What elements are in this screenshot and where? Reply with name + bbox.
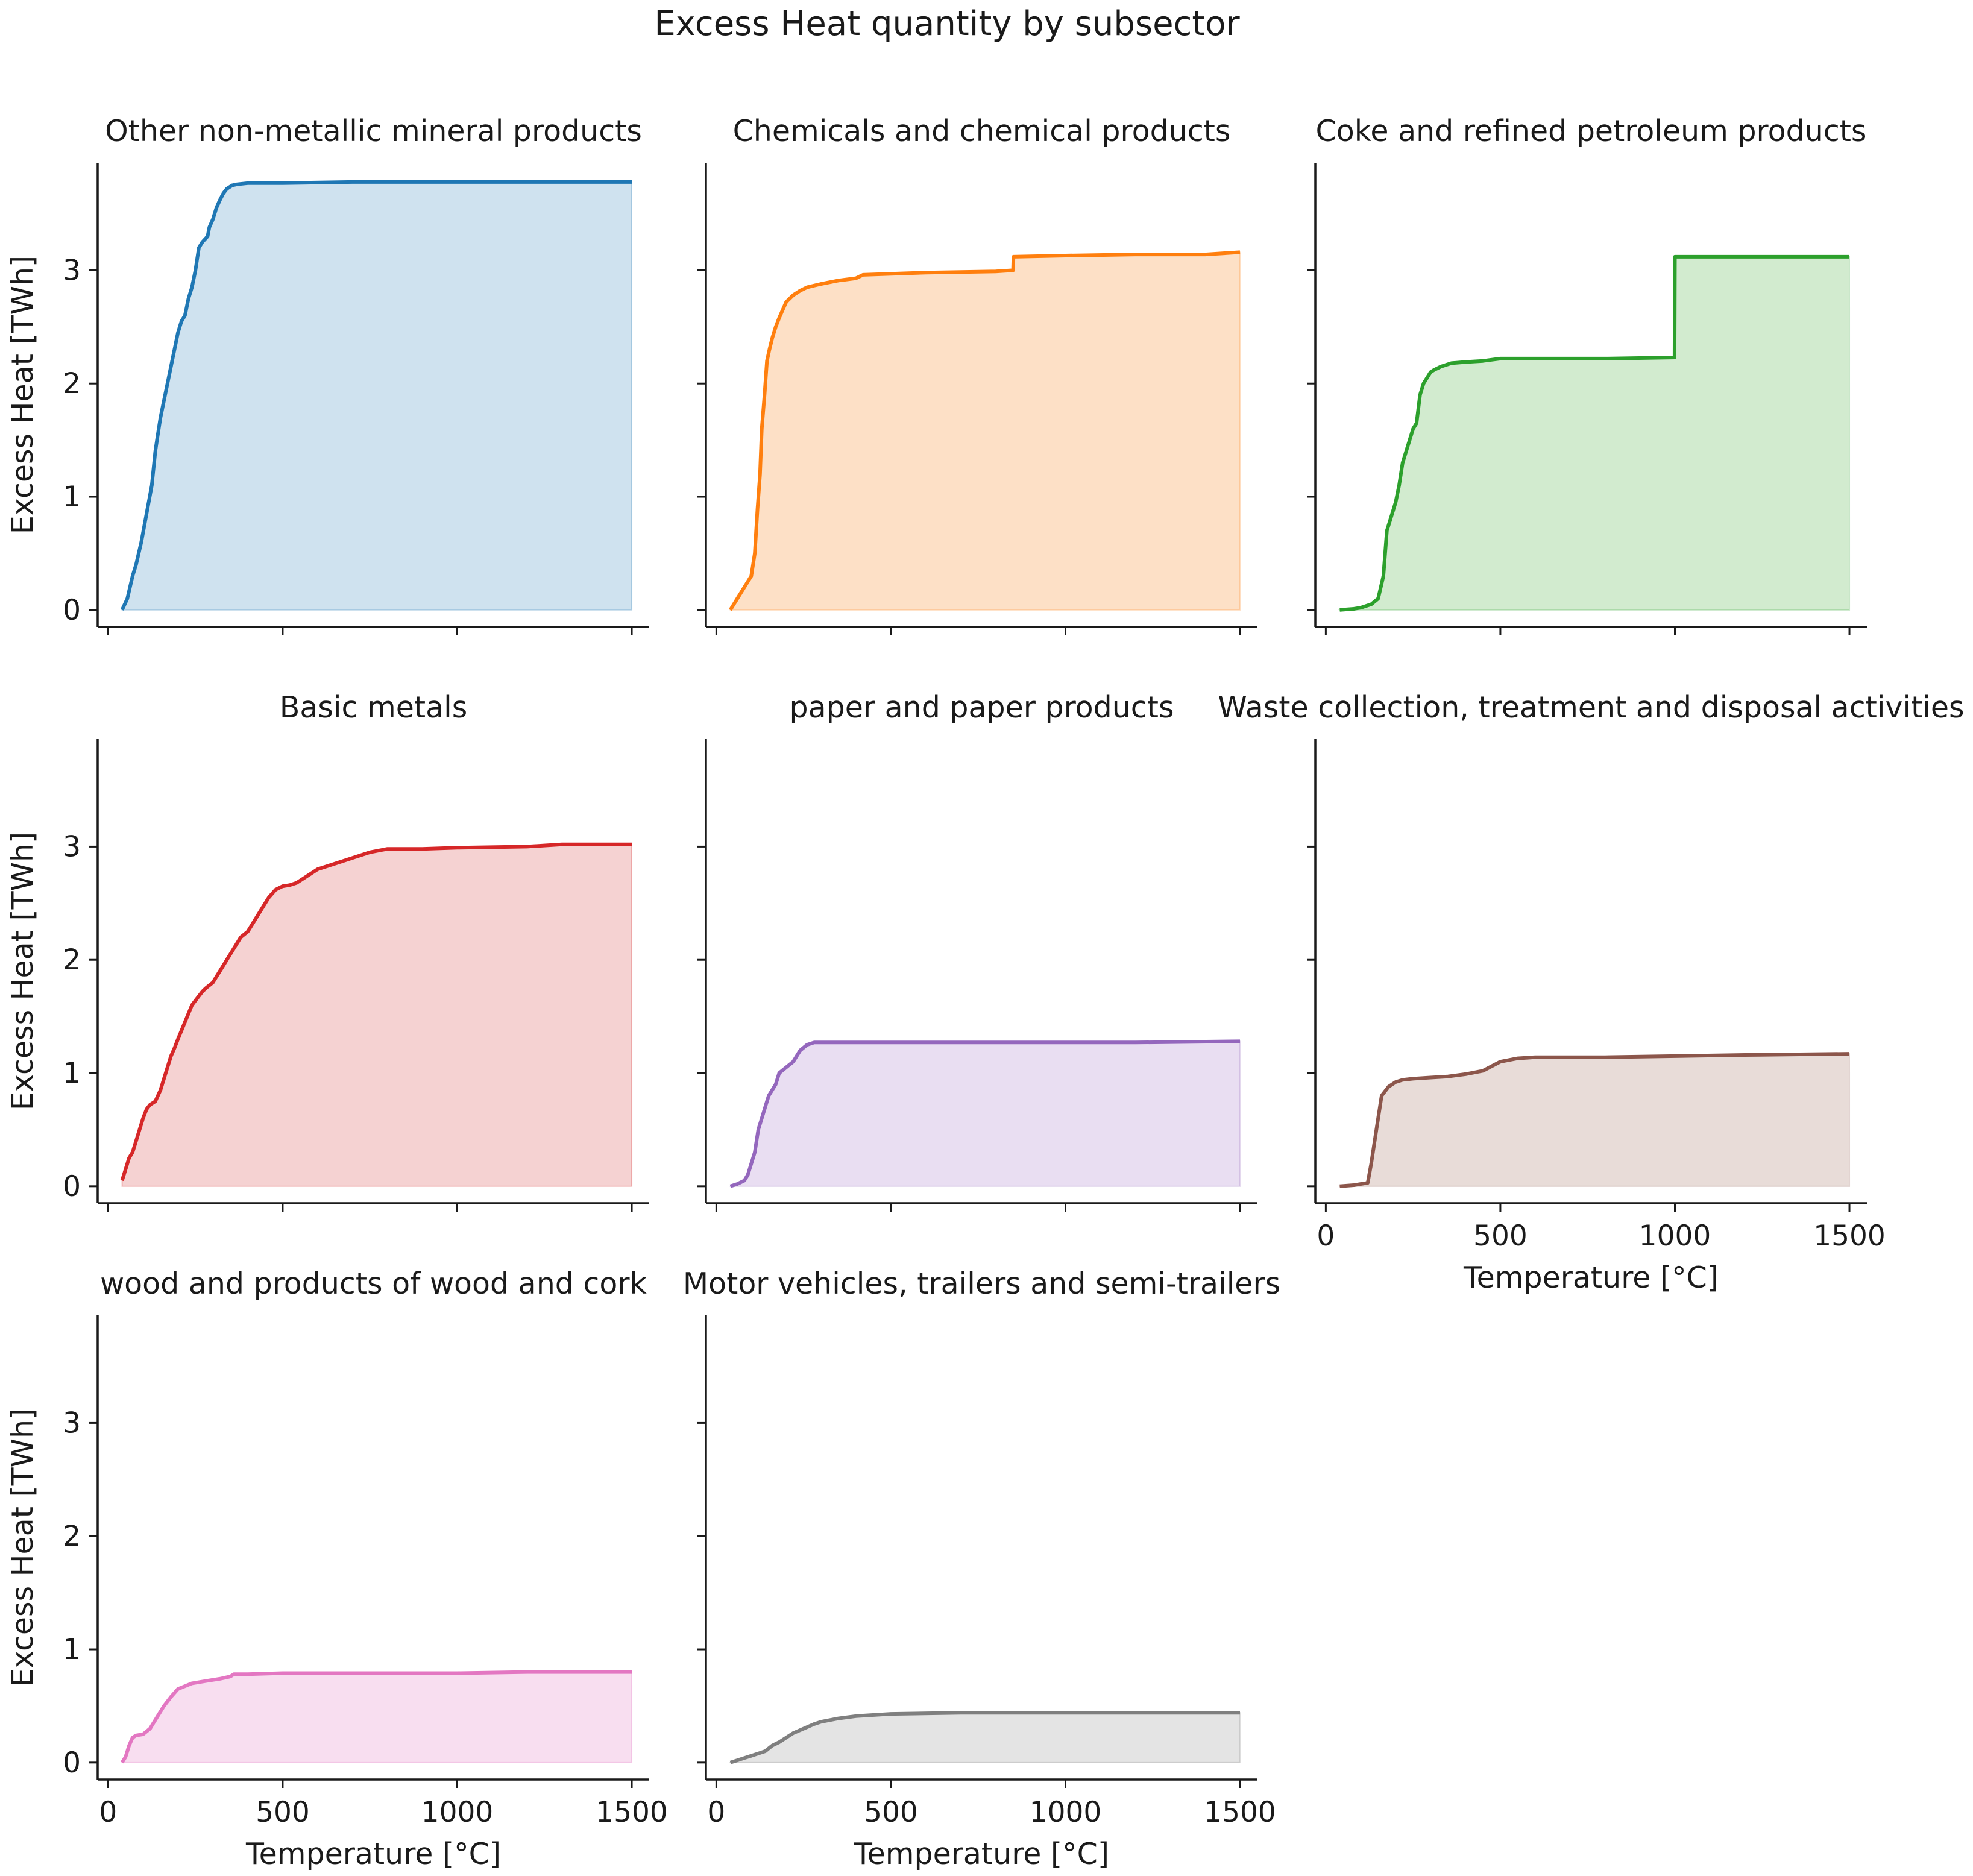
- series-line: [729, 1711, 1240, 1764]
- y-tick-label: 1: [63, 1633, 81, 1666]
- x-tick-label: 1000: [1639, 1220, 1711, 1253]
- subplot-title: paper and paper products: [790, 690, 1174, 725]
- subplot-motor-vehicles-trailers-and-semi-trailers: Motor vehicles, trailers and semi-traile…: [683, 1267, 1280, 1871]
- area-fill: [121, 843, 633, 1187]
- subplot-paper-and-paper-products: paper and paper products: [697, 690, 1257, 1212]
- x-tick-label: 0: [707, 1796, 725, 1829]
- x-axis-label: Temperature [°C]: [245, 1837, 501, 1871]
- y-axis-label: Excess Heat [TWh]: [5, 256, 40, 534]
- area-fill: [1338, 256, 1851, 611]
- y-tick-label: 1: [63, 480, 81, 514]
- figure-title: Excess Heat quantity by subsector: [654, 4, 1240, 43]
- subplot-title: wood and products of wood and cork: [100, 1267, 647, 1301]
- series-line: [728, 250, 1241, 611]
- y-tick-label: 0: [63, 1170, 81, 1203]
- x-tick-label: 1500: [1813, 1220, 1886, 1253]
- subplot-title: Chemicals and chemical products: [733, 114, 1231, 148]
- subplot-title: Coke and refined petroleum products: [1316, 114, 1867, 148]
- area-fill: [1338, 1053, 1851, 1187]
- x-tick-label: 0: [99, 1796, 117, 1829]
- x-tick-label: 500: [256, 1796, 310, 1829]
- y-axis-label: Excess Heat [TWh]: [5, 1408, 40, 1687]
- y-tick-label: 3: [63, 254, 81, 287]
- subplot-waste-collection-treatment-and-disposal-activities: Waste collection, treatment and disposal…: [1218, 690, 1964, 1295]
- x-axis-label: Temperature [°C]: [854, 1837, 1109, 1871]
- x-tick-label: 1500: [596, 1796, 668, 1829]
- subplot-title: Motor vehicles, trailers and semi-traile…: [683, 1267, 1280, 1301]
- series-line: [120, 1670, 632, 1764]
- y-axis-label: Excess Heat [TWh]: [5, 832, 40, 1110]
- area-fill: [729, 1040, 1241, 1187]
- subplot-wood-and-products-of-wood-and-cork: wood and products of wood and cork 0 1 2 3 0 5…: [5, 1267, 668, 1871]
- y-tick-label: 2: [63, 1520, 81, 1553]
- x-tick-label: 500: [864, 1796, 918, 1829]
- x-tick-label: 1000: [1030, 1796, 1102, 1829]
- y-tick-label: 0: [63, 594, 81, 627]
- subplot-coke-and-refined-petroleum-products: Coke and refined petroleum products: [1307, 114, 1867, 635]
- subplot-basic-metals: Basic metals 0 1 2 3 Excess Heat [TWh]: [5, 690, 649, 1212]
- subplot-other-non-metallic-mineral-products: Other non-metallic mineral products 0 1 2 3E…: [5, 114, 649, 635]
- y-tick-label: 3: [63, 830, 81, 863]
- x-tick-label: 1500: [1204, 1796, 1276, 1829]
- y-tick-label: 2: [63, 943, 81, 977]
- series-line: [120, 180, 632, 611]
- subplot-chemicals-and-chemical-products: Chemicals and chemical products: [697, 114, 1257, 635]
- x-axis-label: Temperature [°C]: [1463, 1261, 1719, 1295]
- x-tick-label: 0: [1317, 1220, 1335, 1253]
- y-tick-label: 1: [63, 1057, 81, 1090]
- series-line: [120, 842, 632, 1182]
- subplot-grid: Other non-metallic mineral products0123E…: [5, 114, 1965, 1871]
- y-tick-label: 2: [63, 367, 81, 400]
- y-tick-label: 3: [63, 1406, 81, 1440]
- subplot-title: Other non-metallic mineral products: [105, 114, 642, 148]
- area-fill: [121, 1671, 633, 1763]
- area-fill: [729, 251, 1241, 611]
- area-fill: [729, 1712, 1241, 1763]
- y-tick-label: 0: [63, 1746, 81, 1780]
- x-tick-label: 1000: [421, 1796, 494, 1829]
- subplot-title: Waste collection, treatment and disposal…: [1218, 690, 1964, 725]
- series-line: [729, 1039, 1241, 1188]
- subplot-title: Basic metals: [280, 690, 468, 725]
- series-line: [1339, 254, 1849, 612]
- x-tick-label: 500: [1473, 1220, 1528, 1253]
- series-line: [1339, 1052, 1850, 1188]
